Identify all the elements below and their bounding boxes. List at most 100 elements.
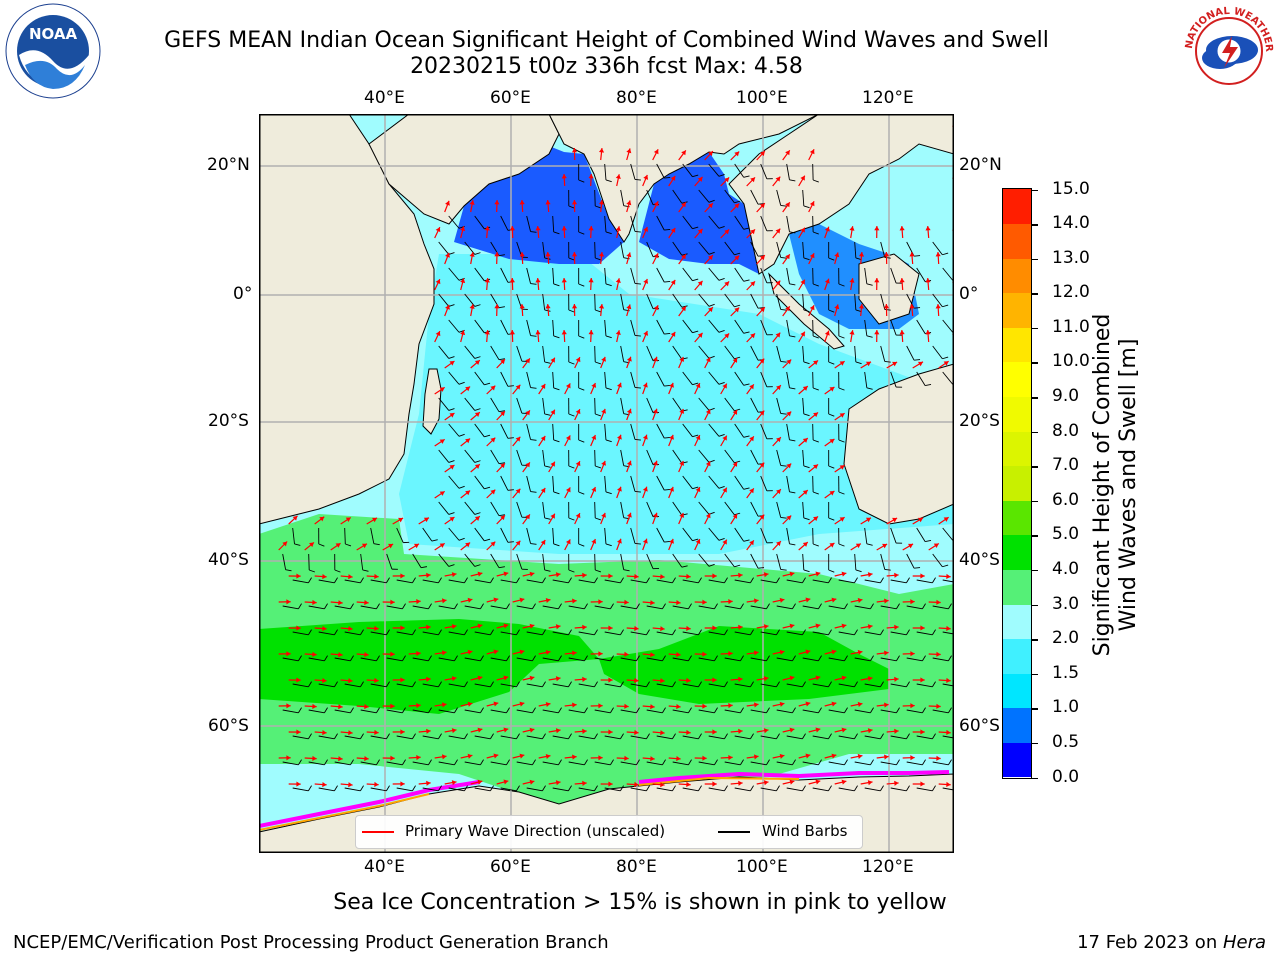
wind-barb-flag — [906, 785, 910, 792]
wind-barb-flag — [838, 335, 845, 339]
wind-barb — [812, 631, 829, 636]
wind-barb — [438, 553, 450, 567]
wind-barb-flag — [530, 335, 537, 337]
wave-arrow-head — [575, 357, 581, 363]
wave-arrow-head — [624, 703, 629, 709]
wave-arrow-head — [815, 571, 821, 577]
wave-arrow-head — [660, 782, 665, 788]
wind-barb-flag — [584, 759, 588, 766]
wave-arrow-head — [312, 599, 317, 605]
wind-barb — [932, 345, 943, 360]
colorbar-tick — [1032, 500, 1038, 503]
wind-barb — [812, 683, 829, 688]
wind-barb-flag — [458, 433, 465, 437]
wind-barb — [750, 241, 759, 257]
wind-barb-flag — [828, 465, 835, 469]
wind-barb-flag — [334, 569, 341, 573]
wave-arrow-head — [841, 727, 847, 733]
wind-barb-flag — [532, 655, 536, 662]
wind-barb-flag — [428, 707, 432, 714]
wind-barb — [578, 735, 595, 740]
colorbar-tick — [1032, 327, 1038, 330]
wind-barb-flag — [688, 707, 692, 714]
wave-arrow-head — [296, 677, 301, 683]
wave-arrow-head — [660, 730, 665, 736]
wave-arrow-head — [775, 228, 781, 234]
wind-barb — [526, 579, 543, 584]
wind-barb — [708, 787, 725, 792]
wind-barb — [760, 631, 777, 636]
wind-barb-flag — [692, 278, 699, 282]
wave-arrow-head — [565, 487, 571, 493]
wind-barb-flag — [766, 707, 770, 714]
wind-barb — [760, 683, 777, 688]
wave-arrow-head — [423, 517, 429, 523]
wave-arrow-head — [490, 437, 496, 443]
wave-arrow-head — [484, 330, 490, 335]
wave-arrow-head — [565, 435, 571, 441]
wind-barb — [880, 761, 897, 766]
wind-barb — [890, 579, 907, 584]
wind-barb — [516, 449, 523, 466]
lon-tick-bottom-40e: 40°E — [364, 857, 405, 877]
wave-arrow-head — [660, 574, 665, 580]
wind-barb — [490, 709, 507, 714]
wave-arrow-head — [724, 177, 730, 183]
wave-arrow-head — [529, 571, 535, 577]
wind-barb — [646, 553, 654, 569]
wind-barb-flag — [553, 543, 560, 547]
wind-barb — [932, 657, 949, 662]
wind-barb — [500, 787, 517, 792]
wind-barb-flag — [698, 629, 702, 636]
wind-barb — [672, 657, 689, 662]
wind-barb-flag — [789, 179, 796, 182]
wind-barb — [802, 761, 819, 766]
wave-arrow-head — [943, 361, 949, 366]
wave-arrow-head — [759, 462, 765, 468]
wind-barb — [500, 267, 509, 283]
wind-barb-flag — [866, 335, 873, 338]
wind-barb — [422, 683, 439, 688]
wind-barb-flag — [454, 759, 458, 766]
wind-barb — [542, 553, 546, 570]
wind-barb — [412, 761, 429, 766]
wind-barb — [682, 631, 699, 636]
colorbar-tick-label: 1.0 — [1052, 697, 1080, 718]
wind-barb-flag — [724, 681, 728, 688]
wind-barb-flag — [448, 512, 455, 515]
wave-arrow-head — [920, 625, 925, 631]
wind-barb-flag — [542, 785, 546, 792]
wind-barb — [542, 449, 546, 466]
wind-barb-flag — [558, 707, 562, 714]
footer-date-text: 17 Feb 2023 on — [1077, 932, 1223, 953]
wind-barb — [500, 215, 509, 231]
wind-barb-flag — [636, 707, 640, 714]
wave-arrow-head — [802, 490, 808, 495]
wind-barb-flag — [594, 785, 598, 792]
wave-arrow-head — [800, 279, 805, 285]
wind-barb-flag — [870, 655, 874, 662]
wave-arrow-head — [484, 278, 490, 283]
wind-barb-flag — [553, 387, 560, 391]
wind-barb — [760, 787, 777, 792]
colorbar-segment — [1003, 396, 1031, 432]
wind-barb-flag — [880, 681, 884, 688]
wind-barb — [760, 423, 768, 439]
wave-arrow-head — [616, 486, 622, 492]
wave-arrow-head — [439, 543, 445, 548]
wave-arrow-head — [582, 572, 587, 578]
wind-barb-flag — [792, 655, 796, 662]
wave-arrow-head — [575, 513, 581, 519]
colorbar-tick-label: 9.0 — [1052, 386, 1080, 407]
wave-arrow-head — [500, 463, 505, 469]
wave-arrow-head — [874, 278, 880, 283]
wind-barb-flag — [498, 254, 505, 257]
wind-barb — [448, 631, 465, 636]
wave-arrow-head — [465, 386, 471, 392]
wave-arrow-head — [779, 597, 785, 603]
sea-ice-caption: Sea Ice Concentration > 15% is shown in … — [333, 890, 947, 915]
wind-barb-flag — [334, 785, 338, 792]
wind-barb — [750, 501, 759, 517]
wind-barb-flag — [506, 707, 510, 714]
wind-barb-flag — [360, 629, 364, 636]
